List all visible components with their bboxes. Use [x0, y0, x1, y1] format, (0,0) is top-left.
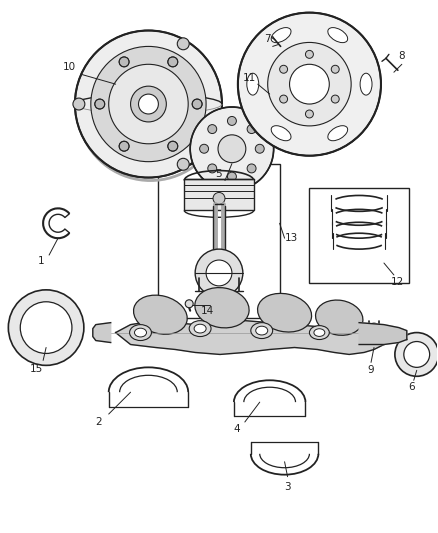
Circle shape — [95, 99, 105, 109]
Circle shape — [305, 110, 314, 118]
Ellipse shape — [328, 28, 348, 43]
Circle shape — [91, 46, 206, 161]
Circle shape — [247, 164, 256, 173]
Circle shape — [109, 64, 188, 144]
Circle shape — [331, 95, 339, 103]
Ellipse shape — [315, 300, 363, 335]
Circle shape — [119, 57, 129, 67]
FancyBboxPatch shape — [309, 189, 409, 283]
Circle shape — [200, 144, 208, 153]
Text: 10: 10 — [62, 62, 75, 72]
Text: 7: 7 — [265, 35, 271, 44]
Circle shape — [227, 116, 237, 125]
Circle shape — [168, 141, 178, 151]
FancyBboxPatch shape — [159, 164, 279, 318]
Circle shape — [331, 65, 339, 73]
Ellipse shape — [256, 326, 268, 335]
Circle shape — [279, 65, 288, 73]
Text: 15: 15 — [29, 365, 43, 374]
Circle shape — [75, 30, 222, 177]
Circle shape — [138, 94, 159, 114]
Text: 5: 5 — [215, 168, 221, 179]
Circle shape — [218, 135, 246, 163]
Text: 4: 4 — [233, 424, 240, 434]
Ellipse shape — [271, 126, 291, 141]
Circle shape — [20, 302, 72, 353]
Text: 13: 13 — [285, 233, 298, 243]
Ellipse shape — [195, 288, 249, 328]
Circle shape — [238, 13, 381, 156]
Circle shape — [268, 43, 351, 126]
Circle shape — [227, 172, 237, 181]
Circle shape — [213, 192, 225, 204]
Circle shape — [247, 125, 256, 134]
Circle shape — [131, 86, 166, 122]
Circle shape — [8, 290, 84, 365]
Text: 11: 11 — [243, 73, 256, 83]
Polygon shape — [93, 322, 111, 343]
Circle shape — [255, 144, 264, 153]
Text: 8: 8 — [399, 51, 405, 61]
Ellipse shape — [314, 329, 325, 336]
Circle shape — [177, 158, 189, 170]
Circle shape — [73, 98, 85, 110]
Circle shape — [168, 57, 178, 67]
Circle shape — [177, 38, 189, 50]
Text: 14: 14 — [201, 306, 214, 316]
Ellipse shape — [258, 293, 311, 332]
Circle shape — [279, 95, 288, 103]
Text: 3: 3 — [284, 482, 291, 491]
Circle shape — [119, 141, 129, 151]
Polygon shape — [359, 322, 407, 344]
Text: 1: 1 — [38, 256, 44, 266]
Circle shape — [185, 300, 193, 308]
Ellipse shape — [328, 126, 348, 141]
Polygon shape — [116, 321, 384, 354]
Text: 2: 2 — [95, 417, 102, 427]
Ellipse shape — [251, 322, 273, 338]
Ellipse shape — [189, 321, 211, 336]
Circle shape — [192, 99, 202, 109]
Ellipse shape — [271, 28, 291, 43]
Text: 9: 9 — [368, 365, 374, 375]
Circle shape — [190, 107, 274, 190]
Circle shape — [290, 64, 329, 104]
Circle shape — [195, 249, 243, 297]
Ellipse shape — [134, 295, 187, 334]
Circle shape — [395, 333, 438, 376]
Text: 12: 12 — [391, 277, 404, 287]
Ellipse shape — [247, 73, 259, 95]
Ellipse shape — [360, 73, 372, 95]
Circle shape — [305, 51, 314, 58]
Text: 6: 6 — [409, 382, 415, 392]
Ellipse shape — [130, 325, 152, 341]
FancyBboxPatch shape — [184, 179, 254, 211]
Ellipse shape — [194, 324, 206, 333]
Circle shape — [208, 125, 217, 134]
Ellipse shape — [309, 326, 329, 340]
Circle shape — [206, 260, 232, 286]
Circle shape — [208, 164, 217, 173]
Circle shape — [404, 342, 430, 367]
Ellipse shape — [134, 328, 147, 337]
